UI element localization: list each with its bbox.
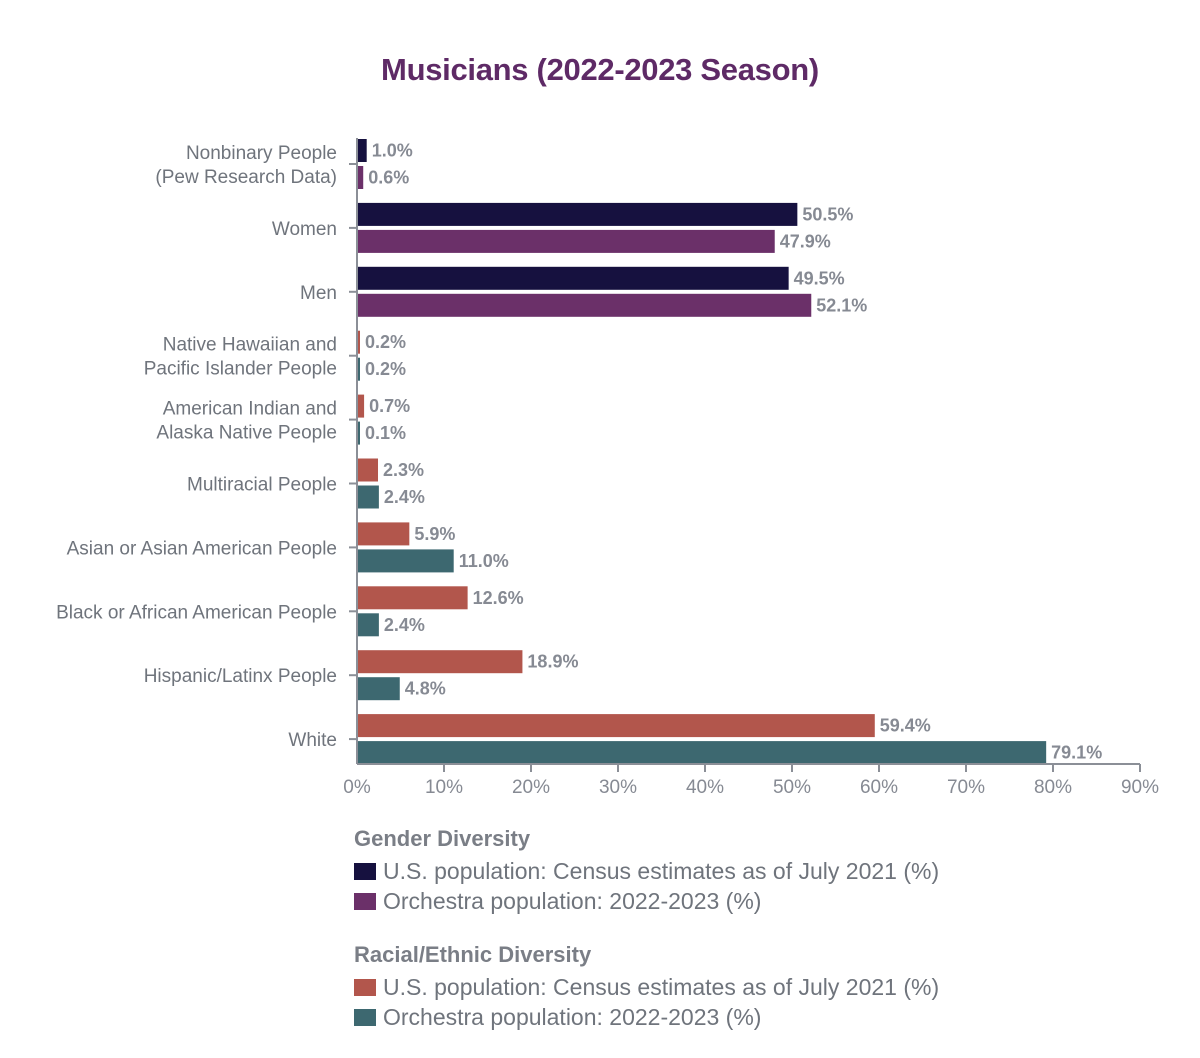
x-tick-label: 90%	[1121, 777, 1159, 798]
legend-gender: Gender Diversity U.S. population: Census…	[354, 826, 939, 916]
legend-swatch-race-orchestra	[354, 1008, 376, 1026]
legend-item-gender-us: U.S. population: Census estimates as of …	[354, 856, 939, 886]
category-label-line: Alaska Native People	[156, 423, 337, 444]
bar-us	[358, 650, 523, 674]
bar-chart: 1.0% 0.6% 50.5% 47.9% 49.5% 52.1% 0.2% 0.2% 0.7%…	[56, 138, 1159, 798]
legend-gender-title: Gender Diversity	[354, 826, 531, 851]
x-tick-label: 10%	[425, 777, 463, 798]
bar-us	[358, 522, 410, 546]
legend-race-title: Racial/Ethnic Diversity	[354, 942, 592, 967]
data-label-orchestra: 4.8%	[405, 679, 446, 699]
bar-us	[358, 266, 789, 290]
bar-orchestra	[358, 741, 1047, 765]
data-label-orchestra: 0.1%	[365, 423, 406, 443]
category-label-line: Men	[300, 283, 337, 304]
bar-us	[358, 458, 379, 482]
legend-item-race-us: U.S. population: Census estimates as of …	[354, 972, 939, 1002]
category-label: Black or African American People	[56, 602, 337, 623]
bar-us	[358, 202, 798, 226]
bar-us	[358, 586, 468, 610]
data-label-us: 1.0%	[372, 141, 413, 161]
x-tick-label: 40%	[686, 777, 724, 798]
bar-orchestra	[358, 613, 379, 637]
category-label-line: (Pew Research Data)	[155, 167, 337, 188]
category-label: Multiracial People	[187, 475, 337, 496]
x-tick-label: 30%	[599, 777, 637, 798]
legend-race: Racial/Ethnic Diversity U.S. population:…	[354, 942, 939, 1032]
data-label-us: 2.3%	[383, 460, 424, 480]
data-label-us: 12.6%	[473, 588, 524, 608]
x-tick-label: 60%	[860, 777, 898, 798]
category-label-line: Black or African American People	[56, 602, 337, 623]
x-tick-label: 20%	[512, 777, 550, 798]
legend-swatch-gender-orchestra	[354, 892, 376, 910]
category-label-line: Pacific Islander People	[144, 359, 337, 380]
category-label-line: Hispanic/Latinx People	[144, 666, 337, 687]
data-label-orchestra: 0.6%	[368, 168, 409, 188]
bar-us	[358, 330, 360, 354]
category-label-line: Asian or Asian American People	[67, 538, 337, 559]
bar-orchestra	[358, 421, 360, 445]
data-label-us: 50.5%	[802, 204, 853, 224]
chart-title: Musicians (2022-2023 Season)	[381, 52, 819, 87]
category-label: Nonbinary People (Pew Research Data)	[155, 143, 337, 188]
bar-orchestra	[358, 357, 360, 381]
bar-us	[358, 714, 875, 738]
legend-label: U.S. population: Census estimates as of …	[383, 973, 940, 1000]
category-label: Women	[272, 219, 337, 240]
bar-orchestra	[358, 166, 364, 189]
bar-orchestra	[358, 485, 379, 509]
category-label: White	[288, 730, 337, 751]
data-label-us: 49.5%	[794, 268, 845, 288]
data-label-us: 0.7%	[369, 396, 410, 416]
data-label-orchestra: 2.4%	[384, 487, 425, 507]
category-label: American Indian and Alaska Native People	[156, 399, 337, 444]
data-label-orchestra: 0.2%	[365, 359, 406, 379]
legend-label: U.S. population: Census estimates as of …	[383, 857, 940, 884]
bar-orchestra	[358, 229, 775, 253]
data-label-orchestra: 2.4%	[384, 615, 425, 635]
legend-swatch-gender-us	[354, 862, 376, 880]
category-label-line: American Indian and	[163, 399, 337, 420]
category-label: Native Hawaiian and Pacific Islander Peop…	[144, 335, 337, 380]
x-tick-label: 70%	[947, 777, 985, 798]
x-tick-label: 50%	[773, 777, 811, 798]
legend-item-race-orchestra: Orchestra population: 2022-2023 (%)	[354, 1002, 939, 1032]
bar-orchestra	[358, 293, 812, 317]
legend-item-gender-orchestra: Orchestra population: 2022-2023 (%)	[354, 886, 939, 916]
data-label-us: 18.9%	[527, 652, 578, 672]
bar-us	[358, 394, 365, 418]
category-label-line: Native Hawaiian and	[163, 335, 337, 356]
category-label-line: Multiracial People	[187, 475, 337, 496]
legend-swatch-race-us	[354, 978, 376, 996]
bar-orchestra	[358, 677, 400, 701]
data-label-us: 59.4%	[880, 716, 931, 736]
category-label-line: Nonbinary People	[186, 143, 337, 164]
category-label-line: Women	[272, 219, 337, 240]
data-label-orchestra: 79.1%	[1051, 743, 1102, 763]
category-label: Asian or Asian American People	[67, 538, 337, 559]
data-label-orchestra: 52.1%	[816, 295, 867, 315]
category-label: Men	[300, 283, 337, 304]
data-label-us: 5.9%	[414, 524, 455, 544]
bar-orchestra	[358, 549, 454, 573]
category-label: Hispanic/Latinx People	[144, 666, 337, 687]
x-tick-label: 0%	[343, 777, 371, 798]
data-label-us: 0.2%	[365, 332, 406, 352]
category-label-line: White	[288, 730, 337, 751]
bar-us	[358, 139, 367, 162]
axes-layer: Nonbinary People (Pew Research Data) Women…	[56, 138, 1159, 798]
legend-label: Orchestra population: 2022-2023 (%)	[383, 887, 762, 914]
x-tick-label: 80%	[1034, 777, 1072, 798]
legend-label: Orchestra population: 2022-2023 (%)	[383, 1003, 762, 1030]
data-label-orchestra: 47.9%	[780, 231, 831, 251]
bars-layer: 1.0% 0.6% 50.5% 47.9% 49.5% 52.1% 0.2% 0.2% 0.7%…	[358, 139, 1102, 765]
data-label-orchestra: 11.0%	[459, 551, 509, 571]
